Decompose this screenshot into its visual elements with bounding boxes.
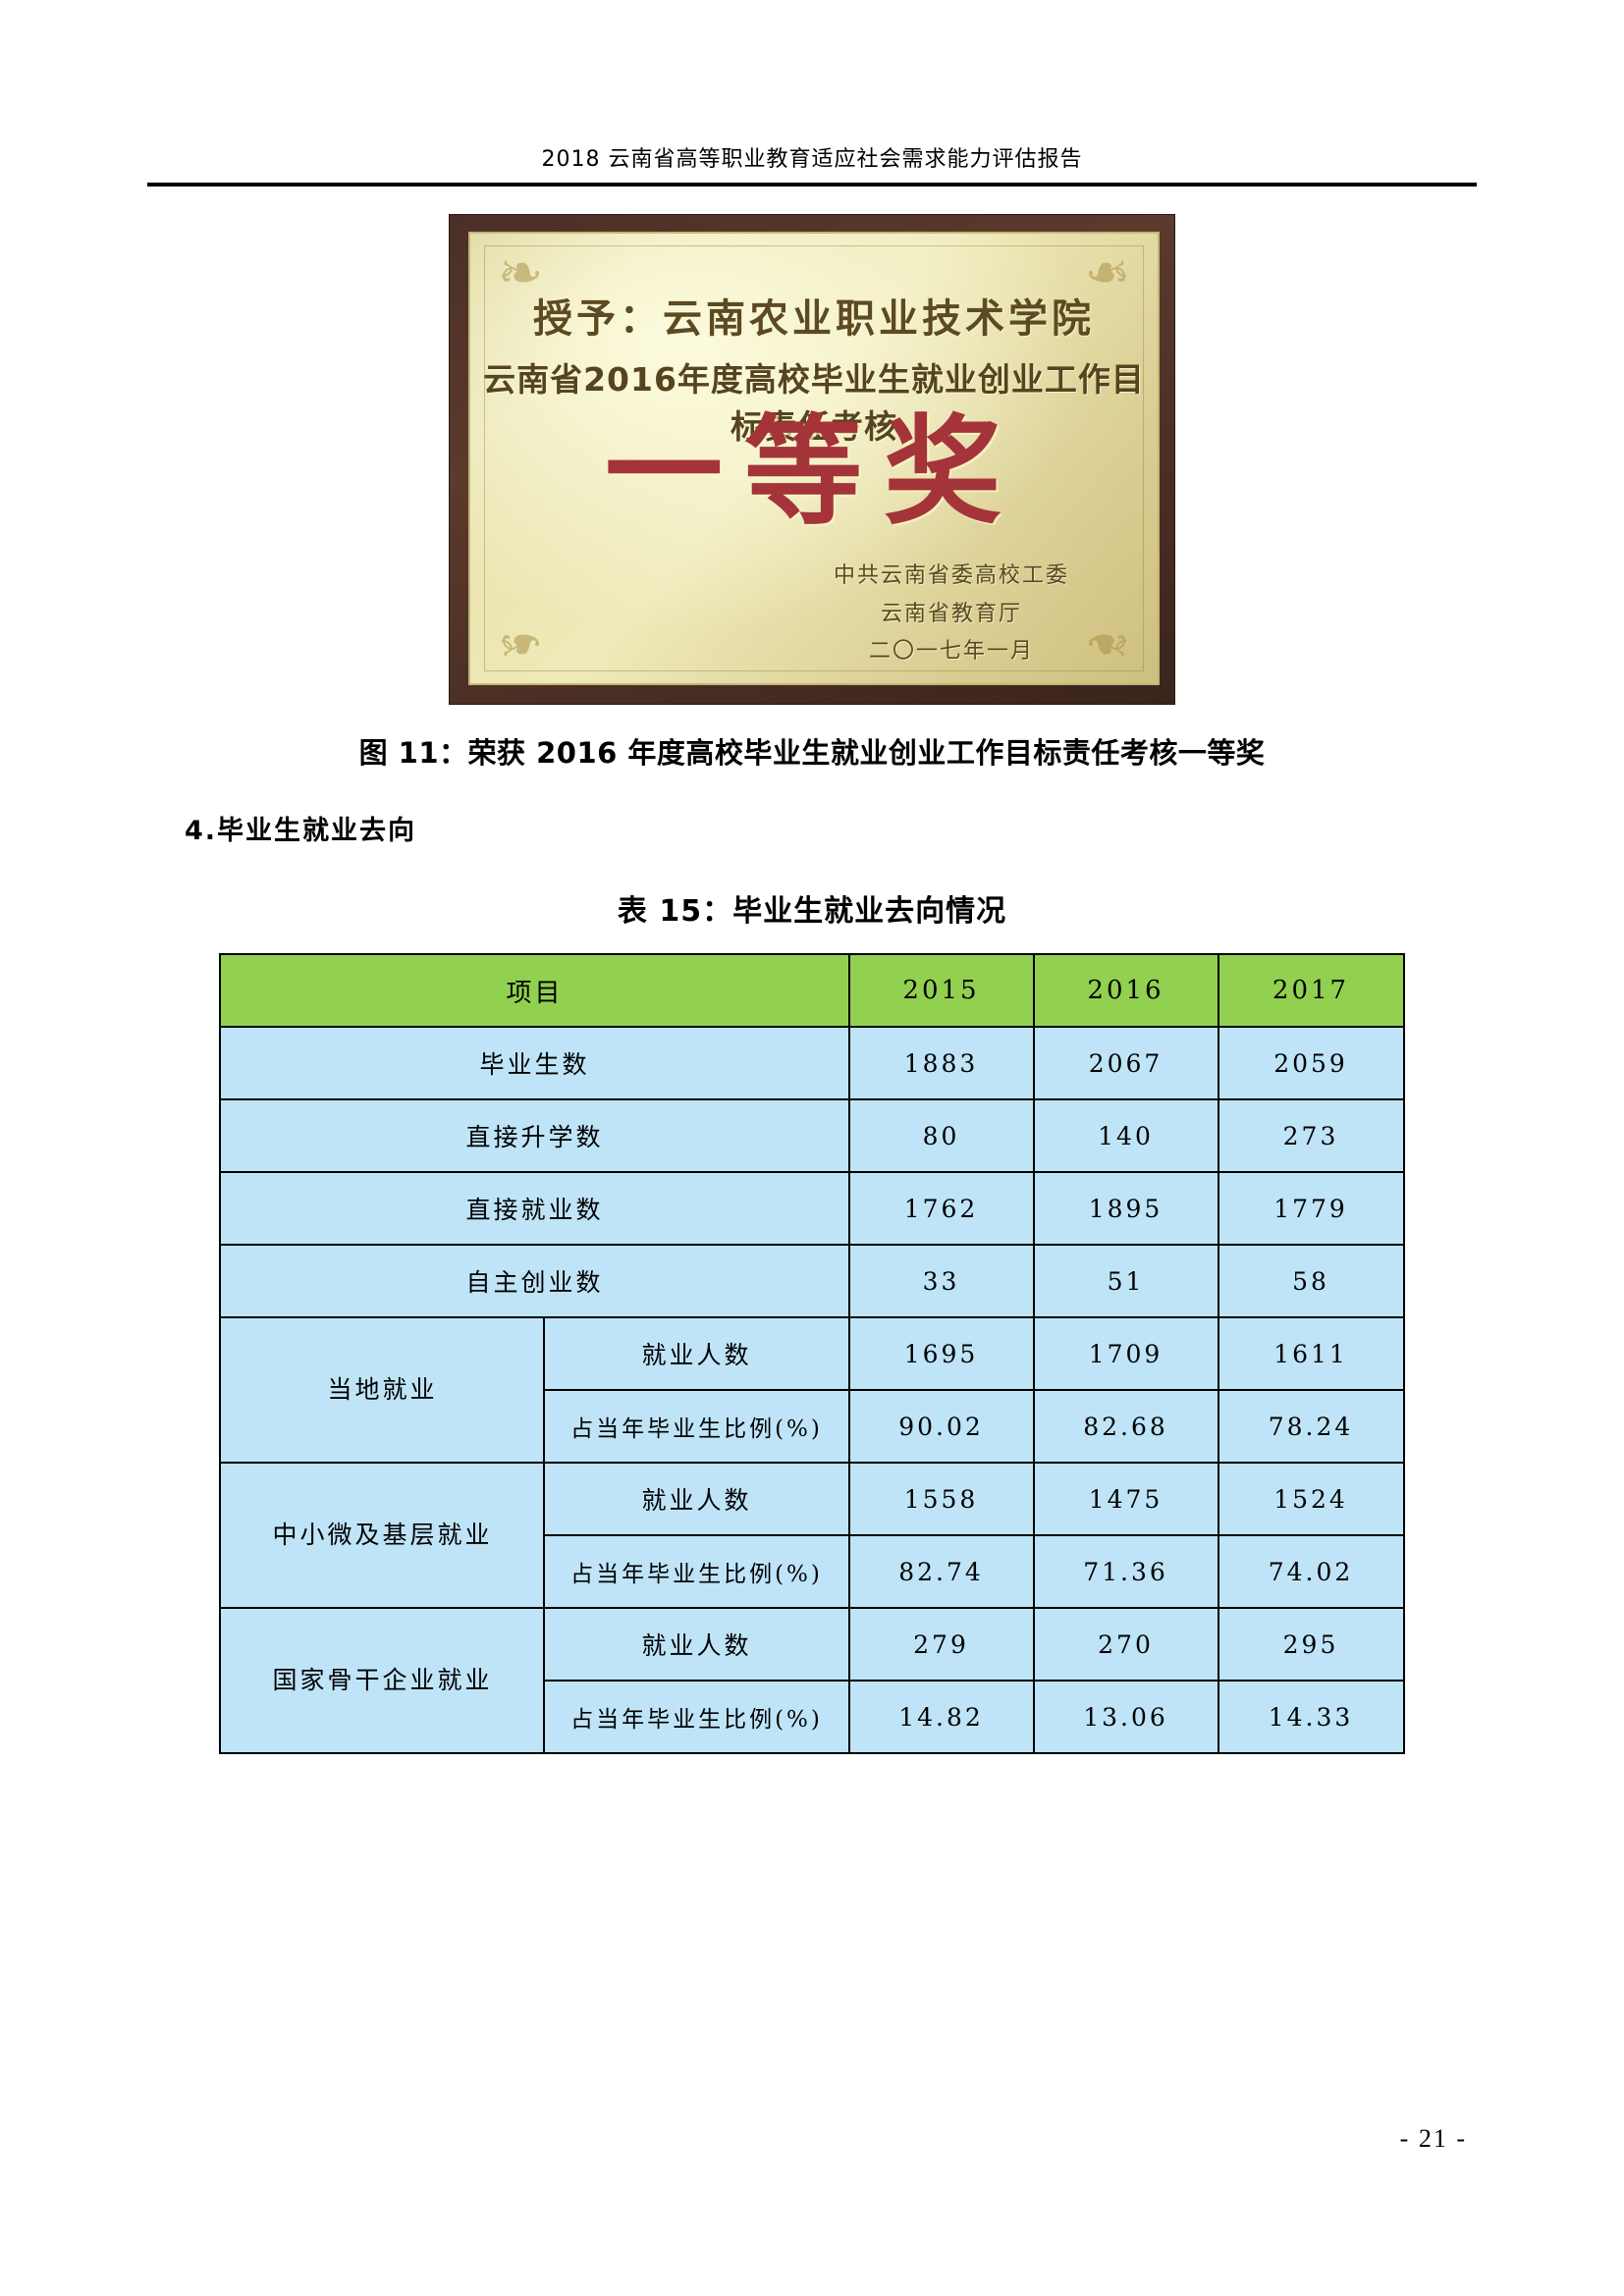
group-label: 国家骨干企业就业 bbox=[219, 1607, 546, 1755]
cell-2015: 33 bbox=[847, 1244, 1035, 1319]
group-label: 中小微及基层就业 bbox=[219, 1462, 546, 1610]
table-row: 中小微及基层就业 就业人数 1558 1475 1524 bbox=[219, 1462, 1405, 1610]
award-plaque-photo: ❧ ❧ ❧ ❧ 授予：云南农业职业技术学院 云南省2016年度高校毕业生就业创业… bbox=[449, 214, 1175, 706]
table-row: 国家骨干企业就业 就业人数 279 270 295 bbox=[219, 1607, 1405, 1755]
table-title: 表 15：毕业生就业去向情况 bbox=[617, 894, 1007, 930]
cell-2017: 14.33 bbox=[1217, 1680, 1405, 1755]
cell-2015: 80 bbox=[847, 1098, 1035, 1174]
cell-2016: 1709 bbox=[1032, 1316, 1219, 1392]
cell-2016: 13.06 bbox=[1032, 1680, 1219, 1755]
cell-2015: 1558 bbox=[847, 1462, 1035, 1537]
cell-2017: 1524 bbox=[1217, 1462, 1405, 1537]
table-row: 毕业生数 1883 2067 2059 bbox=[219, 1026, 1405, 1101]
page-number: - 21 - bbox=[1399, 2124, 1467, 2153]
figure-caption: 图 11：荣获 2016 年度高校毕业生就业创业工作目标责任考核一等奖 bbox=[358, 736, 1266, 771]
column-header-2016: 2016 bbox=[1032, 953, 1219, 1029]
table-row: 直接就业数 1762 1895 1779 bbox=[219, 1171, 1405, 1247]
cell-2017: 78.24 bbox=[1217, 1389, 1405, 1465]
row-label: 直接就业数 bbox=[219, 1171, 850, 1247]
sub-row-label: 占当年毕业生比例(%) bbox=[543, 1680, 850, 1755]
cell-2015: 1695 bbox=[847, 1316, 1035, 1392]
ornament-corner-icon: ❧ bbox=[497, 612, 544, 676]
table-row: 占当年毕业生比例(%) 90.02 82.68 78.24 bbox=[220, 1389, 1405, 1465]
page-header: 2018 云南省高等职业教育适应社会需求能力评估报告 bbox=[147, 0, 1477, 187]
group-label: 当地就业 bbox=[219, 1316, 546, 1465]
cell-2017: 1779 bbox=[1217, 1171, 1405, 1247]
sub-row-label: 占当年毕业生比例(%) bbox=[543, 1534, 850, 1610]
table-header-row: 项目 2015 2016 2017 bbox=[219, 953, 1405, 1029]
ornament-corner-icon: ❧ bbox=[1084, 612, 1131, 676]
table-row: 占当年毕业生比例(%) 14.82 13.06 14.33 bbox=[220, 1680, 1405, 1755]
table-row: 直接升学数 80 140 273 bbox=[219, 1098, 1405, 1174]
cell-2015: 82.74 bbox=[847, 1534, 1035, 1610]
figure-11: ❧ ❧ ❧ ❧ 授予：云南农业职业技术学院 云南省2016年度高校毕业生就业创业… bbox=[147, 214, 1477, 706]
cell-2015: 90.02 bbox=[847, 1389, 1035, 1465]
cell-2017: 58 bbox=[1217, 1244, 1405, 1319]
cell-2015: 279 bbox=[847, 1607, 1035, 1682]
plaque-face: ❧ ❧ ❧ ❧ 授予：云南农业职业技术学院 云南省2016年度高校毕业生就业创业… bbox=[468, 232, 1160, 686]
cell-2017: 295 bbox=[1217, 1607, 1405, 1682]
cell-2016: 1475 bbox=[1032, 1462, 1219, 1537]
sub-row-label: 就业人数 bbox=[543, 1462, 850, 1537]
sub-row-label: 就业人数 bbox=[543, 1607, 850, 1682]
header-rule bbox=[147, 183, 1477, 187]
cell-2016: 140 bbox=[1032, 1098, 1219, 1174]
cell-2017: 74.02 bbox=[1217, 1534, 1405, 1610]
sub-row-label: 就业人数 bbox=[543, 1316, 850, 1392]
plaque-issuer-line-2: 云南省教育厅 bbox=[880, 601, 1022, 626]
table-row: 当地就业 就业人数 1695 1709 1611 bbox=[219, 1316, 1405, 1465]
plaque-awardee-line: 授予：云南农业职业技术学院 bbox=[533, 296, 1095, 343]
plaque-prize-text: 一等奖 bbox=[605, 402, 1023, 542]
sub-row-label: 占当年毕业生比例(%) bbox=[543, 1389, 850, 1465]
table-row: 自主创业数 33 51 58 bbox=[219, 1244, 1405, 1319]
cell-2016: 2067 bbox=[1032, 1026, 1219, 1101]
cell-2015: 1762 bbox=[847, 1171, 1035, 1247]
cell-2016: 82.68 bbox=[1032, 1389, 1219, 1465]
cell-2016: 71.36 bbox=[1032, 1534, 1219, 1610]
cell-2016: 270 bbox=[1032, 1607, 1219, 1682]
cell-2017: 2059 bbox=[1217, 1026, 1405, 1101]
table-body: 毕业生数 1883 2067 2059 直接升学数 80 140 273 直接就… bbox=[219, 1026, 1405, 1755]
column-header-2015: 2015 bbox=[847, 953, 1035, 1029]
cell-2016: 1895 bbox=[1032, 1171, 1219, 1247]
column-header-item: 项目 bbox=[219, 953, 850, 1029]
row-label: 自主创业数 bbox=[219, 1244, 850, 1319]
table-row: 占当年毕业生比例(%) 82.74 71.36 74.02 bbox=[220, 1534, 1405, 1610]
plaque-award-subject-line: 云南省2016年度高校毕业生就业创业工作目标责任考核 bbox=[483, 360, 1145, 447]
cell-2016: 51 bbox=[1032, 1244, 1219, 1319]
cell-2015: 14.82 bbox=[847, 1680, 1035, 1755]
cell-2017: 1611 bbox=[1217, 1316, 1405, 1392]
row-label: 毕业生数 bbox=[219, 1026, 850, 1101]
column-header-2017: 2017 bbox=[1217, 953, 1405, 1029]
cell-2015: 1883 bbox=[847, 1026, 1035, 1101]
running-title: 2018 云南省高等职业教育适应社会需求能力评估报告 bbox=[541, 147, 1083, 172]
row-label: 直接升学数 bbox=[219, 1098, 850, 1174]
table-header: 项目 2015 2016 2017 bbox=[219, 953, 1405, 1029]
graduate-employment-table: 项目 2015 2016 2017 毕业生数 1883 2067 2059 直接… bbox=[219, 953, 1405, 1755]
plaque-issuer-line-1: 中共云南省委高校工委 bbox=[833, 563, 1069, 589]
plaque-issue-date: 二〇一七年一月 bbox=[868, 639, 1034, 665]
section-heading: 4.毕业生就业去向 bbox=[185, 816, 417, 847]
cell-2017: 273 bbox=[1217, 1098, 1405, 1174]
plaque-issuer-block: 中共云南省委高校工委 云南省教育厅 二〇一七年一月 bbox=[834, 558, 1069, 671]
